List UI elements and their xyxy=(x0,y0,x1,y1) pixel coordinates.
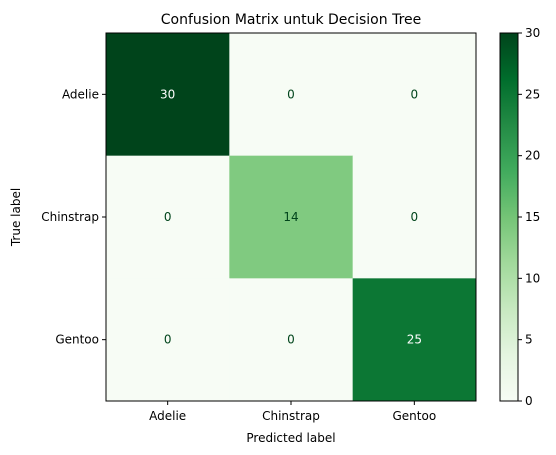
colorbar-tick-label: 15 xyxy=(525,210,540,224)
colorbar-tick-label: 30 xyxy=(525,26,540,40)
colorbar-tick-label: 5 xyxy=(525,333,533,347)
cell-gentoo-adelie xyxy=(106,278,230,402)
x-tick-label: Gentoo xyxy=(392,409,436,423)
x-tick-label: Chinstrap xyxy=(262,409,320,423)
x-tick-label: Adelie xyxy=(149,409,186,423)
colorbar-ticks: 0 5 10 15 20 25 30 xyxy=(518,26,540,408)
cell-value-label: 14 xyxy=(283,210,298,224)
y-tick-label: Gentoo xyxy=(55,333,99,347)
matrix-cell-labels: 30 0 0 0 14 0 0 0 25 xyxy=(160,87,422,346)
colorbar-tick-label: 10 xyxy=(525,271,540,285)
cell-value-label: 30 xyxy=(160,87,175,101)
cell-value-label: 0 xyxy=(411,210,419,224)
y-axis-ticks: Adelie Chinstrap Gentoo xyxy=(41,87,106,347)
cell-gentoo-gentoo xyxy=(352,278,477,402)
cell-gentoo-chinstrap xyxy=(229,278,354,402)
cell-adelie-gentoo xyxy=(352,33,477,157)
matrix-cells xyxy=(106,33,477,402)
cell-value-label: 0 xyxy=(287,333,295,347)
colorbar-tick-label: 25 xyxy=(525,87,540,101)
cell-value-label: 0 xyxy=(411,87,419,101)
cell-chinstrap-chinstrap xyxy=(229,155,354,279)
cell-chinstrap-adelie xyxy=(106,155,230,279)
colorbar-tick-label: 0 xyxy=(525,394,533,408)
cell-chinstrap-gentoo xyxy=(352,155,477,279)
x-axis-label: Predicted label xyxy=(246,431,335,445)
colorbar xyxy=(499,32,519,402)
cell-value-label: 0 xyxy=(164,333,172,347)
chart-title: Confusion Matrix untuk Decision Tree xyxy=(161,12,422,28)
x-axis-ticks: Adelie Chinstrap Gentoo xyxy=(149,401,436,423)
y-axis-label: True label xyxy=(9,188,23,247)
cell-value-label: 0 xyxy=(287,87,295,101)
cell-adelie-adelie xyxy=(106,33,230,157)
cell-adelie-chinstrap xyxy=(229,33,354,157)
cell-value-label: 25 xyxy=(407,333,422,347)
y-tick-label: Adelie xyxy=(62,87,99,101)
cell-value-label: 0 xyxy=(164,210,172,224)
y-tick-label: Chinstrap xyxy=(41,210,99,224)
colorbar-tick-label: 20 xyxy=(525,149,540,163)
